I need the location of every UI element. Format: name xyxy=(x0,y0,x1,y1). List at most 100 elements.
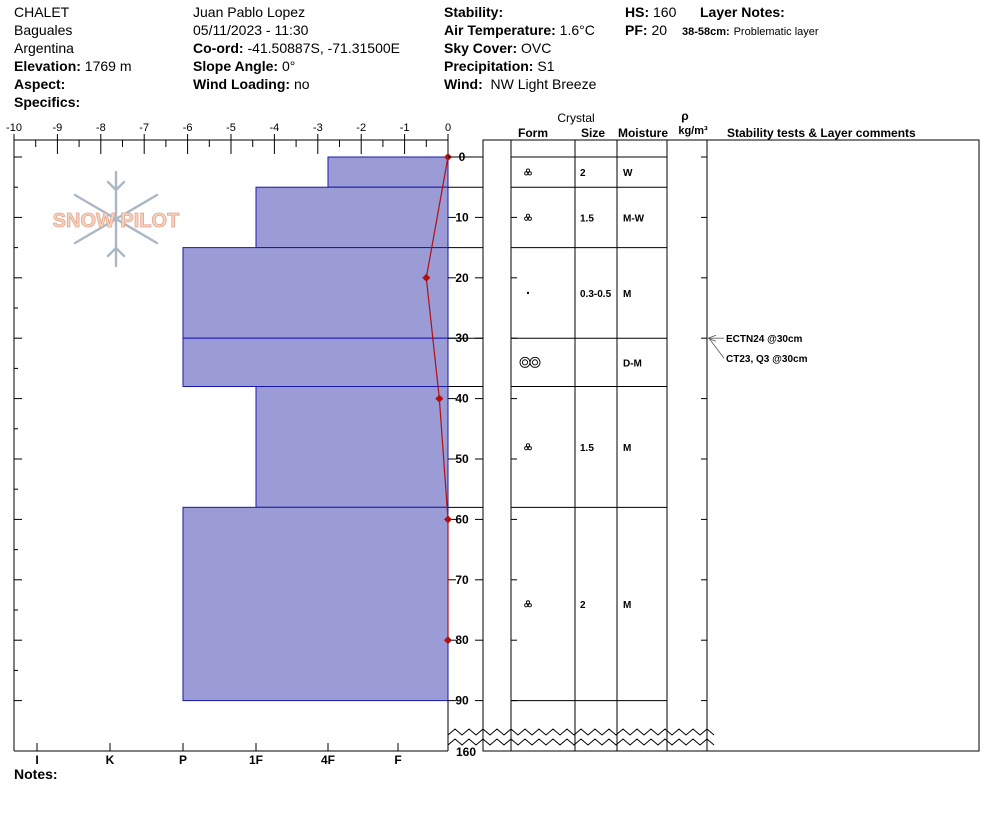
temperature-tick-label: -5 xyxy=(226,122,236,134)
layer-note: 38-58cm: Problematic layer xyxy=(682,21,819,41)
size-header: Size xyxy=(581,126,605,140)
country-name: Argentina xyxy=(14,40,74,56)
elevation-field: Elevation: 1769 m xyxy=(14,57,132,75)
coord-field: Co-ord: -41.50887S, -71.31500E xyxy=(193,39,400,57)
hardness-tick-label: I xyxy=(35,753,38,767)
moisture-value: M-W xyxy=(623,213,645,224)
grain-form-rounded-grain-icon xyxy=(526,291,530,295)
aspect-label: Aspect: xyxy=(14,76,66,92)
form-header: Form xyxy=(518,126,548,140)
rho-header: ρ xyxy=(681,109,688,123)
precipitation-value: S1 xyxy=(537,58,555,74)
hardness-bar xyxy=(182,337,449,388)
grain-size: 1.5 xyxy=(580,443,594,454)
temperature-point xyxy=(444,636,452,645)
temperature-tick-label: -4 xyxy=(270,122,280,134)
sky-cover-label: Sky Cover: xyxy=(444,40,518,56)
depth-tick-label: 20 xyxy=(455,271,469,285)
hardness-bar xyxy=(255,186,449,249)
stability-header: Stability tests & Layer comments xyxy=(727,126,916,140)
coord-value: -41.50887S, -71.31500E xyxy=(247,40,401,56)
stability-arrow-icon xyxy=(707,334,717,342)
precipitation-label: Precipitation: xyxy=(444,58,534,74)
hs-field: HS: 160 xyxy=(625,3,676,21)
aspect-field: Aspect: xyxy=(14,75,65,93)
moisture-value: D-M xyxy=(623,358,642,369)
hs-label: HS: xyxy=(625,4,650,20)
elevation-value: 1769 m xyxy=(84,58,132,74)
slope-label: Slope Angle: xyxy=(193,58,279,74)
depth-break-zigzag-upper xyxy=(447,728,715,736)
moisture-header: Moisture xyxy=(618,126,668,140)
moisture-value: W xyxy=(623,168,633,179)
depth-tick-label: 50 xyxy=(455,452,469,466)
temperature-tick-label: 0 xyxy=(445,122,451,134)
air-temp-label: Air Temperature: xyxy=(444,22,556,38)
grain-form-rounded-polycrystal-icon xyxy=(524,213,532,221)
location-name: CHALET xyxy=(14,4,70,20)
moisture-value: M xyxy=(623,600,631,611)
notes-field: Notes: xyxy=(14,765,58,783)
specifics-field: Specifics: xyxy=(14,93,80,111)
temperature-tick-label: -3 xyxy=(313,122,323,134)
wind-loading-value: no xyxy=(293,76,310,92)
hardness-bar xyxy=(182,506,449,702)
stability-leader-line xyxy=(708,337,725,359)
depth-tick-label: 10 xyxy=(455,210,469,224)
logo-text: SNOW PILOT xyxy=(53,210,180,232)
wind-label: Wind: xyxy=(444,76,483,92)
air-temp-field: Air Temperature: 1.6°C xyxy=(444,21,595,39)
crystal-header: Crystal xyxy=(557,111,594,125)
hardness-tick-label: K xyxy=(106,753,115,767)
sky-cover-value: OVC xyxy=(521,40,552,56)
hs-value: 160 xyxy=(653,4,677,20)
elevation-label: Elevation: xyxy=(14,58,81,74)
temperature-tick-label: -9 xyxy=(53,122,63,134)
grain-form-rounded-polycrystal-icon xyxy=(524,443,532,451)
precipitation-field: Precipitation: S1 xyxy=(444,57,554,75)
grain-form-melt-freeze-cluster-icon xyxy=(519,356,541,368)
grain-size: 2 xyxy=(580,600,586,611)
density-unit-header: kg/m³ xyxy=(678,125,708,137)
grain-form-rounded-polycrystal-icon xyxy=(524,600,532,608)
temperature-point xyxy=(422,273,431,282)
observer-name: Juan Pablo Lopez xyxy=(193,4,306,20)
temperature-point xyxy=(435,394,444,403)
temperature-tick-label: -2 xyxy=(356,122,366,134)
wind-value: NW Light Breeze xyxy=(490,76,597,92)
pf-field: PF: 20 xyxy=(625,21,667,39)
hardness-bar xyxy=(182,247,449,339)
air-temp-value: 1.6°C xyxy=(559,22,595,38)
depth-tick-label: 70 xyxy=(455,573,469,587)
stability-label: Stability: xyxy=(444,4,504,20)
layer-note-range: 38-58cm: xyxy=(682,26,730,38)
temperature-tick-label: -1 xyxy=(400,122,410,134)
hardness-tick-label: 1F xyxy=(249,753,263,767)
wind-loading-field: Wind Loading: no xyxy=(193,75,310,93)
notes-label: Notes: xyxy=(14,766,58,782)
depth-tick-label: 80 xyxy=(455,633,469,647)
hardness-tick-label: F xyxy=(394,753,401,767)
layer-notes-field: Layer Notes: xyxy=(700,3,785,21)
layer-notes-label: Layer Notes: xyxy=(700,4,785,20)
snowpilot-logo: SNOW PILOT xyxy=(52,170,180,268)
hardness-bar xyxy=(327,156,449,188)
hardness-tick-label: 4F xyxy=(321,753,335,767)
temperature-point xyxy=(444,515,452,524)
stability-test-label: CT23, Q3 @30cm xyxy=(726,354,808,365)
stability-test-label: ECTN24 @30cm xyxy=(726,334,803,345)
grain-form-rounded-polycrystal-icon xyxy=(524,168,532,176)
moisture-value: M xyxy=(623,289,631,300)
snowflake-icon xyxy=(73,170,159,268)
pf-value: 20 xyxy=(651,22,668,38)
depth-break-zigzag-lower xyxy=(447,738,715,746)
coord-label: Co-ord: xyxy=(193,40,244,56)
slope-field: Slope Angle: 0° xyxy=(193,57,295,75)
temperature-tick-label: -7 xyxy=(139,122,149,134)
temperature-tick-label: -6 xyxy=(183,122,193,134)
wind-loading-label: Wind Loading: xyxy=(193,76,291,92)
hardness-bar xyxy=(255,386,449,508)
moisture-value: M xyxy=(623,443,631,454)
region-name: Baguales xyxy=(14,22,73,38)
